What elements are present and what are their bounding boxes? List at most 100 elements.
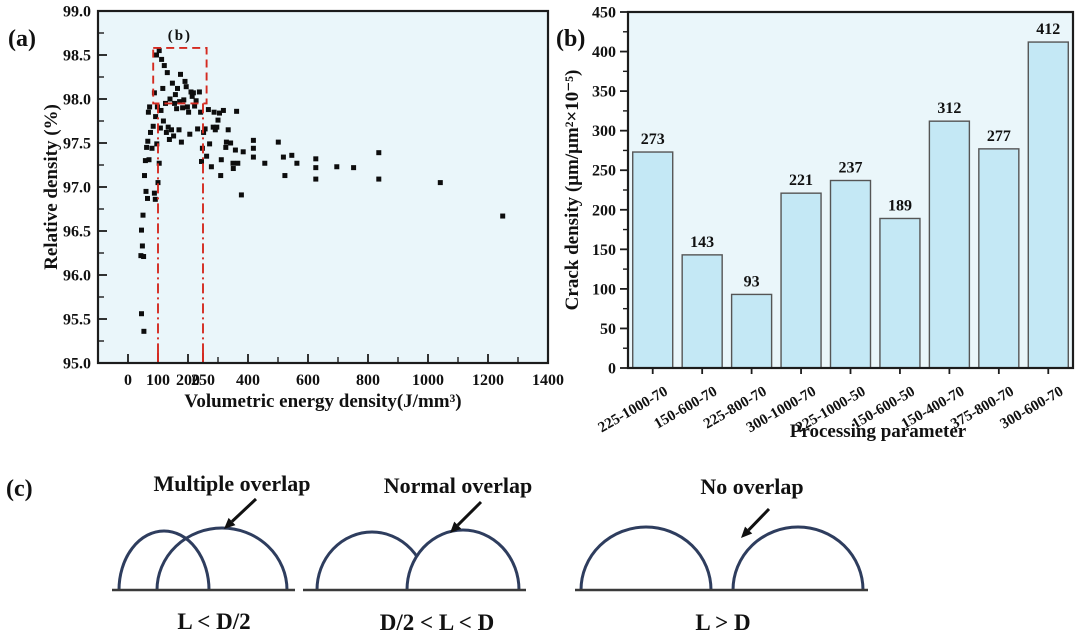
bar bbox=[681, 254, 723, 369]
a-ytick-label: 95.5 bbox=[63, 312, 91, 329]
a-xtick-label: 800 bbox=[356, 372, 380, 389]
panel-b-bar-chart: 050100150200250300350400450273225-1000-7… bbox=[592, 5, 1075, 436]
b-ytick-label: 150 bbox=[592, 242, 616, 259]
scatter-point bbox=[178, 71, 183, 77]
bar-value-label: 412 bbox=[1036, 21, 1060, 38]
scatter-point bbox=[177, 99, 183, 105]
bar bbox=[730, 293, 773, 369]
scatter-point bbox=[218, 173, 224, 179]
bar bbox=[1027, 41, 1069, 369]
scatter-point bbox=[240, 149, 246, 155]
c-condition-none: L > D bbox=[695, 610, 750, 635]
panel-c-letter: (c) bbox=[6, 476, 33, 502]
bar bbox=[780, 192, 822, 369]
scatter-point bbox=[153, 114, 159, 120]
c-diagram-no-overlap bbox=[575, 507, 868, 592]
b-ytick-label: 300 bbox=[592, 123, 616, 140]
scatter-point bbox=[289, 152, 295, 158]
a-xtick-label: 1400 bbox=[532, 372, 564, 389]
b-yaxis-title: Crack density (μm/μm²×10⁻⁵) bbox=[562, 70, 583, 311]
scatter-point bbox=[187, 131, 193, 137]
scatter-point bbox=[140, 212, 146, 218]
bar-value-label: 189 bbox=[888, 197, 912, 214]
scatter-point bbox=[189, 93, 195, 99]
scatter-point bbox=[334, 164, 340, 170]
scatter-point bbox=[145, 109, 151, 115]
scatter-point bbox=[193, 98, 199, 104]
scatter-point bbox=[145, 195, 150, 201]
b-ytick-label: 50 bbox=[600, 321, 616, 338]
c-condition-multiple: L < D/2 bbox=[177, 609, 250, 634]
a-xaxis-title: Volumetric energy density(J/mm³) bbox=[184, 391, 461, 412]
annotation-arrow-shaft bbox=[747, 507, 771, 532]
scatter-point bbox=[160, 85, 166, 91]
scatter-point bbox=[196, 89, 202, 95]
a-ytick-label: 98.0 bbox=[63, 92, 91, 109]
a-plot-background bbox=[98, 11, 548, 363]
scatter-point bbox=[141, 328, 147, 334]
scatter-point bbox=[215, 117, 221, 123]
scatter-point bbox=[176, 127, 182, 133]
scatter-point bbox=[228, 140, 234, 146]
scatter-point bbox=[351, 165, 357, 171]
melt-pool-arc bbox=[155, 526, 289, 591]
melt-pool-arc bbox=[579, 525, 713, 591]
annotation-arrow-head bbox=[224, 517, 236, 529]
a-ytick-label: 97.5 bbox=[63, 136, 91, 153]
bar-value-label: 143 bbox=[690, 234, 714, 251]
scatter-point bbox=[155, 180, 161, 186]
c-title-no-overlap: No overlap bbox=[700, 474, 803, 499]
scatter-point bbox=[160, 118, 166, 124]
panel-a-scatter-chart: 95.0 95.5 96.0 96.5 97.0 97.5 98.0 98.5 99.0 0 200… bbox=[63, 4, 564, 390]
scatter-point bbox=[164, 70, 170, 76]
b-ytick-label: 350 bbox=[592, 84, 616, 101]
scatter-point bbox=[230, 166, 236, 172]
scatter-point bbox=[156, 48, 162, 54]
scatter-point bbox=[198, 109, 204, 115]
b-plot-frame bbox=[626, 10, 1075, 370]
scatter-point bbox=[165, 124, 171, 130]
a-ytick-label: 97.0 bbox=[63, 180, 91, 197]
a-ytick-label: 96.0 bbox=[63, 268, 91, 285]
scatter-point bbox=[232, 147, 238, 153]
scatter-point bbox=[190, 90, 196, 96]
scatter-point bbox=[313, 176, 319, 182]
c-title-normal-overlap: Normal overlap bbox=[384, 473, 532, 498]
scatter-point bbox=[181, 97, 187, 103]
scatter-point bbox=[171, 133, 177, 139]
scatter-point bbox=[166, 136, 172, 142]
scatter-point bbox=[157, 125, 163, 131]
a-xtick-label: 1200 bbox=[472, 372, 504, 389]
a-highlight-box bbox=[152, 47, 208, 105]
bar bbox=[978, 148, 1020, 369]
b-ytick-label: 200 bbox=[592, 202, 616, 219]
scatter-point bbox=[250, 154, 256, 160]
scatter-point bbox=[280, 154, 286, 160]
scatter-point bbox=[144, 144, 150, 150]
scatter-point bbox=[223, 139, 229, 145]
a-xtick-label: 200 bbox=[176, 372, 200, 389]
scatter-point bbox=[217, 110, 222, 116]
scatter-point bbox=[282, 173, 288, 179]
scatter-point bbox=[141, 254, 147, 260]
a-plot-frame bbox=[96, 9, 550, 365]
panel-b-letter: (b) bbox=[556, 26, 585, 52]
scatter-point bbox=[218, 157, 224, 163]
scatter-point bbox=[139, 311, 144, 317]
bar-value-label: 93 bbox=[744, 273, 760, 290]
scatter-point bbox=[138, 253, 144, 259]
scatter-point bbox=[146, 157, 152, 163]
a-ytick-label: 95.0 bbox=[63, 356, 91, 373]
annotation-arrow-shaft bbox=[456, 500, 483, 527]
scatter-point bbox=[148, 129, 153, 135]
scatter-point bbox=[183, 84, 189, 90]
scatter-point bbox=[250, 137, 256, 143]
scatter-point bbox=[238, 192, 244, 198]
c-diagram-multiple-overlap bbox=[112, 497, 295, 592]
a-annotation-label: (b) bbox=[168, 28, 192, 44]
annotation-arrow-head bbox=[450, 521, 462, 533]
scatter-point bbox=[167, 96, 173, 102]
scatter-point bbox=[154, 141, 160, 147]
bar-value-label: 237 bbox=[839, 160, 863, 177]
